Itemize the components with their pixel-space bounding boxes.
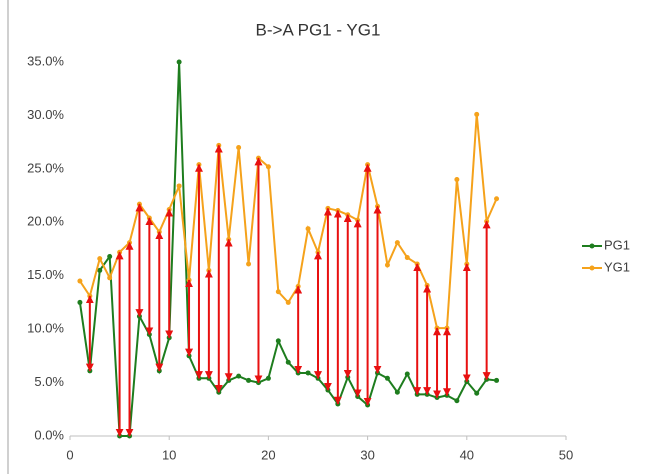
data-point (305, 226, 311, 232)
series-line (79, 114, 498, 330)
data-point (97, 256, 103, 262)
data-point (246, 377, 252, 383)
data-point (305, 370, 311, 376)
y-tick-label: 10.0% (27, 321, 64, 336)
data-point (275, 289, 281, 295)
data-point (384, 262, 390, 268)
y-tick-label: 30.0% (27, 107, 64, 122)
series-line (78, 61, 497, 437)
data-point (176, 183, 182, 189)
y-tick-label: 15.0% (27, 267, 64, 282)
data-point (97, 267, 103, 273)
data-point (77, 278, 83, 284)
legend-label: PG1 (604, 237, 630, 252)
x-tick-label: 0 (66, 447, 73, 462)
legend-marker (589, 243, 595, 249)
data-point (404, 371, 410, 377)
data-point (246, 261, 252, 267)
x-tick-label: 30 (360, 447, 374, 462)
data-point (454, 177, 460, 183)
data-point (285, 299, 291, 305)
data-point (404, 255, 410, 261)
data-point (107, 275, 113, 281)
data-point (265, 164, 271, 170)
x-tick-label: 20 (261, 447, 275, 462)
x-tick-label: 40 (460, 447, 474, 462)
x-tick-label: 10 (162, 447, 176, 462)
chart-title: B->A PG1 - YG1 (256, 20, 381, 39)
data-point (474, 390, 480, 396)
data-point (236, 144, 242, 150)
data-point (454, 398, 460, 404)
data-point (176, 59, 182, 65)
y-tick-label: 0.0% (34, 427, 64, 442)
data-point (494, 196, 500, 202)
data-point (236, 373, 242, 379)
y-tick-label: 20.0% (27, 214, 64, 229)
x-tick-label: 50 (559, 447, 573, 462)
y-tick-label: 5.0% (34, 374, 64, 389)
data-point (107, 253, 113, 259)
data-point (494, 377, 500, 383)
y-tick-label: 35.0% (27, 53, 64, 68)
data-point (474, 111, 480, 117)
data-point (275, 338, 281, 344)
legend-label: YG1 (604, 259, 630, 274)
data-point (265, 375, 271, 381)
data-point (285, 359, 291, 365)
data-point (394, 389, 400, 395)
legend-marker (589, 265, 595, 271)
y-tick-label: 25.0% (27, 160, 64, 175)
data-point (77, 299, 83, 305)
data-point (394, 240, 400, 246)
data-point (384, 375, 390, 381)
